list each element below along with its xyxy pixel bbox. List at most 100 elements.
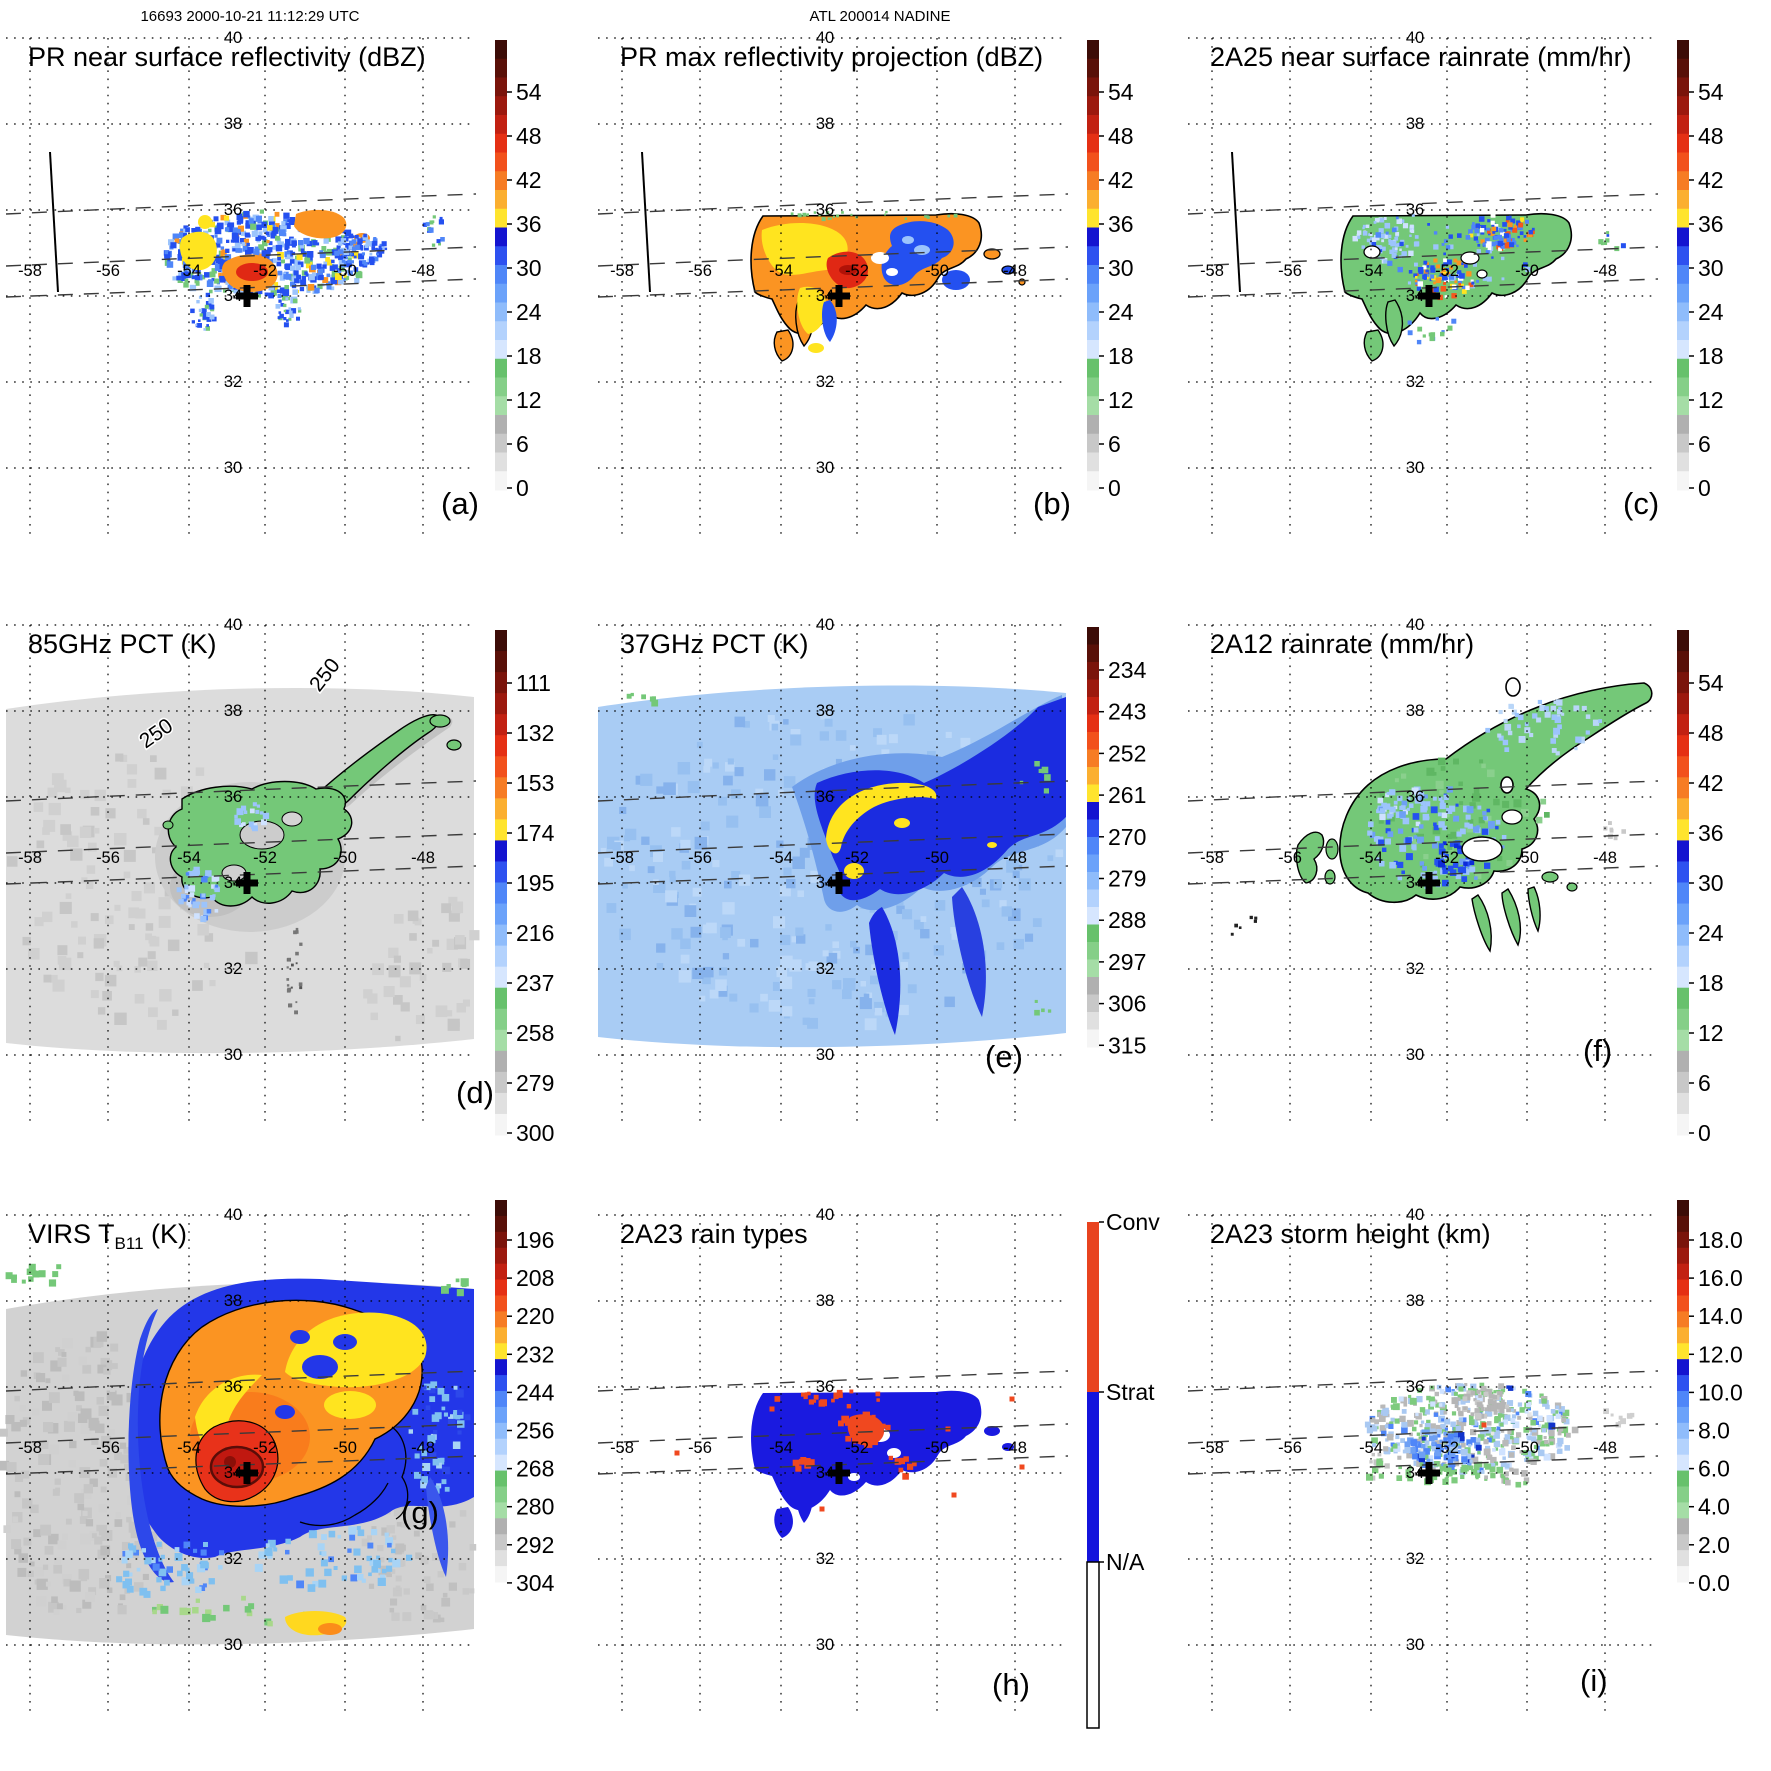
colorbar-label: 288 [1108,907,1146,933]
map-feature [1295,831,1325,884]
lon-label: -58 [610,849,634,867]
lat-label: 36 [224,788,242,806]
lat-label: 36 [816,201,834,219]
map-feature [198,215,212,229]
colorbar-label: 237 [516,970,554,996]
colorbar-label: 48 [1698,720,1724,746]
lon-label: -58 [610,1439,634,1457]
colorbar-label: 306 [1108,991,1146,1017]
lon-label: -48 [1593,1439,1617,1457]
colorbar-label: 18 [516,343,542,369]
colorbar-label: 30 [1698,255,1724,281]
colorbar-label: 234 [1108,657,1147,683]
lat-label: 30 [816,1046,834,1064]
panel-b: 40 38 36 34 32 30 -58 -56 -54 -52 -50 -48 PR max ref… [592,0,1181,594]
map-feature [128,1309,174,1583]
lat-label: 36 [816,788,834,806]
lat-label: 34 [816,287,834,305]
lat-label: 34 [224,874,242,892]
lon-label: -56 [688,849,712,867]
lat-label: 40 [816,1206,834,1224]
lon-label: -54 [769,262,793,280]
storm-center-marker [828,285,850,307]
lon-label: -56 [688,262,712,280]
colorbar-label: 6 [1108,431,1121,457]
speckle-cluster [1407,317,1457,345]
colorbar-label: 220 [516,1303,554,1329]
panel-title-part: 2A23 storm height (km) [1210,1219,1491,1249]
lon-label: -48 [1003,262,1027,280]
colorbar-label: 0 [1108,475,1121,501]
colorbar-label: 42 [1698,770,1724,796]
lat-label: 36 [1406,201,1424,219]
colorbar: 18.0 16.0 14.0 12.0 10.0 8.0 6.0 4.0 2.0 0.0 [1677,1200,1743,1596]
colorbar-label: 18 [1698,343,1724,369]
map-feature [426,1477,449,1577]
colorbar-label: 36 [1698,820,1724,846]
colorbar-label: 268 [516,1456,554,1482]
swath-edge-lines [597,1370,1069,1475]
swath-edge-lines [5,1370,477,1475]
colorbar-label: 24 [1108,299,1134,325]
lon-label: -54 [177,262,201,280]
lat-label: 32 [1406,960,1424,978]
storm-center-marker [1418,872,1440,894]
lat-label: 30 [1406,1636,1424,1654]
colorbar-label: 297 [1108,949,1146,975]
colorbar-label: 243 [1108,699,1146,725]
map-feature [290,1330,310,1344]
lat-label: 30 [1406,459,1424,477]
lon-label: -52 [845,849,869,867]
colorbar-label: 261 [1108,782,1146,808]
panel-title-part: 2A25 near surface rainrate (mm/hr) [1210,42,1632,72]
lon-label: -48 [411,849,435,867]
panel-title-part: 2A12 rainrate (mm/hr) [1210,629,1474,659]
panel-title: PR near surface reflectivity (dBZ) [28,42,426,72]
colorbar-label: 54 [516,79,542,105]
lon-label: -52 [1435,1439,1459,1457]
map-feature [983,248,1001,260]
map-feature [942,270,970,290]
panel-title: 37GHz PCT (K) [620,629,809,659]
panel-title-part: 2A23 rain types [620,1219,808,1249]
colorbar-label: 42 [1108,167,1134,193]
map-feature [902,236,914,244]
speckle-cluster [1230,915,1258,936]
storm-name-header: ATL 200014 NADINE [809,8,951,25]
panel-title-part: (K) [144,1219,188,1249]
colorbar-label: Strat [1106,1379,1155,1405]
panel-title: 2A23 rain types [620,1219,808,1249]
map-feature [429,714,451,728]
colorbar-label: 30 [516,255,542,281]
map-feature [808,343,824,353]
colorbar-label: 196 [516,1227,554,1253]
storm-center-marker [828,1462,850,1484]
colorbar: Conv Strat N/A [1086,1209,1160,1729]
map-feature [844,863,864,879]
colorbar-label: 36 [516,211,542,237]
panel-title-part: 85GHz PCT (K) [28,629,217,659]
map-feature [1363,245,1381,259]
panel-letter: (c) [1623,486,1659,521]
map-feature [1001,265,1015,275]
lat-label: 36 [1406,788,1424,806]
lat-label: 38 [816,115,834,133]
lat-label: 32 [816,960,834,978]
lat-label: 38 [224,1292,242,1310]
map-c: 40 38 36 34 32 30 -58 -56 -54 -52 -50 -48 2A25 near … [1187,29,1724,540]
lat-label: 30 [816,1636,834,1654]
colorbar-label: 258 [516,1020,554,1046]
lat-label: 40 [1406,29,1424,47]
map-i: 40 38 36 34 32 30 -58 -56 -54 -52 -50 -48 2A23 storm… [1187,1200,1743,1717]
colorbar-label: 153 [516,770,554,796]
lat-label: 30 [816,459,834,477]
colorbar-label: 6 [516,431,529,457]
lat-label: 34 [224,287,242,305]
panel-i: 40 38 36 34 32 30 -58 -56 -54 -52 -50 -48 2A23 storm… [1182,1177,1771,1771]
colorbar: 234 243 252 261 270 279 288 297 306 315 [1087,627,1147,1058]
colorbar-label: 280 [516,1494,554,1520]
lon-label: -48 [1003,1439,1027,1457]
panel-title-part: VIRS T [28,1219,115,1249]
map-feature [1476,269,1488,279]
lon-label: -52 [253,1439,277,1457]
